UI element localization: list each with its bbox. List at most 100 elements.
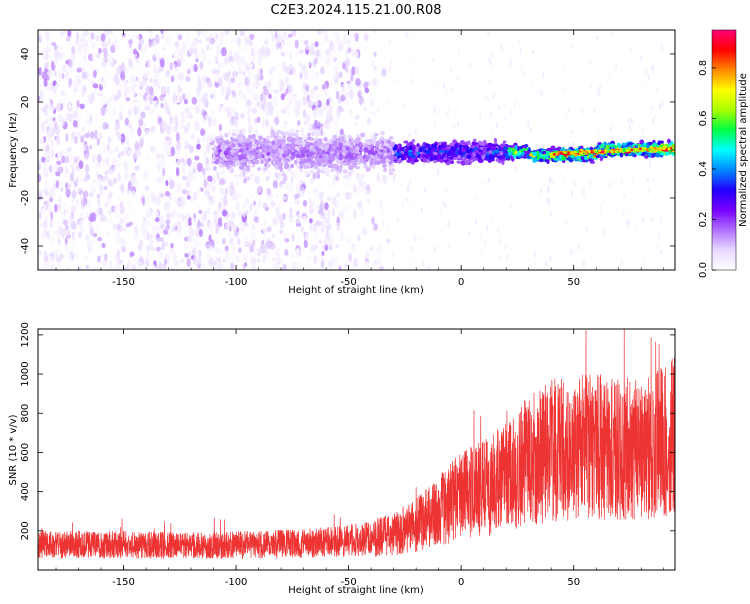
spectrogram-cell: [214, 246, 219, 253]
spectrogram-cell: [378, 179, 384, 185]
spectrogram-cell: [75, 197, 80, 207]
spectrogram-cell: [363, 163, 368, 169]
spectrogram-cell: [184, 253, 189, 258]
spectrogram-cell: [513, 101, 517, 107]
spectrogram-cell: [145, 155, 150, 160]
spectrogram-cell: [86, 118, 92, 127]
spectrogram-cell: [137, 247, 142, 258]
spectrogram-cell: [285, 88, 289, 94]
spectrogram-cell: [565, 109, 569, 118]
spectrogram-cell: [172, 98, 178, 104]
spectrogram-cell: [514, 181, 518, 187]
spectrogram-cell: [401, 200, 405, 208]
spectrogram-cell: [165, 190, 170, 197]
spectrogram-cell: [190, 229, 196, 237]
spectrogram-cell: [521, 71, 525, 76]
spectrogram-cell: [89, 183, 93, 193]
spectrogram-cell: [70, 83, 76, 90]
spectrogram-cell: [100, 251, 104, 258]
spectrogram-cell: [84, 163, 90, 174]
spectrogram-cell: [72, 119, 79, 129]
spectrogram-cell: [307, 99, 313, 109]
spectrogram-cell: [277, 33, 283, 40]
spectrogram-cell: [333, 56, 338, 63]
spectrogram-cell: [319, 220, 324, 227]
spectrogram-cell: [194, 155, 200, 161]
spectrogram-cell: [124, 171, 128, 181]
spectrogram-cell: [245, 175, 251, 182]
spectrogram-cell: [209, 223, 213, 231]
spectrogram-cell: [184, 213, 189, 223]
spectrogram-cell: [185, 76, 191, 82]
spectrogram-cell: [436, 167, 440, 176]
spectrogram-cell: [569, 248, 573, 257]
spectrogram-cell: [336, 192, 340, 198]
spectrogram-cell: [164, 78, 170, 84]
spectrogram-cell: [371, 60, 374, 68]
spectrogram-cell: [286, 187, 291, 198]
spectrogram-cell: [133, 105, 138, 116]
spectrogram-cell: [46, 230, 50, 240]
spectrogram-cell: [185, 89, 190, 100]
spectrogram-cell: [190, 132, 196, 140]
spectrogram-cell: [193, 63, 198, 73]
spectrogram-cell: [214, 213, 217, 220]
spectrogram-cell: [303, 39, 309, 46]
spectrogram-cell: [635, 153, 639, 161]
spectrogram-cell: [173, 207, 177, 218]
spectrogram-cell: [315, 223, 321, 233]
spectrogram-cell: [172, 252, 178, 261]
spectrogram-cell: [233, 257, 239, 268]
spectrogram-cell: [309, 178, 315, 185]
spectrogram-cell: [239, 93, 244, 102]
spectrogram-cell: [245, 63, 251, 72]
spectrogram-cell: [275, 63, 281, 69]
spectrogram-cell: [319, 89, 325, 96]
spectrogram-cell: [187, 166, 194, 173]
spectrogram-cell: [101, 65, 106, 71]
spectrogram-cell: [97, 255, 101, 263]
spectrogram-cell: [165, 106, 171, 114]
spectrogram-cell: [320, 206, 325, 217]
spectrogram-cell: [71, 190, 77, 199]
spectrogram-cell: [175, 31, 179, 37]
spectrogram-cell: [318, 40, 322, 47]
spectrogram-cell: [149, 109, 153, 115]
spectrogram-cell: [179, 95, 184, 104]
spectrogram-cell: [296, 120, 301, 126]
spectrogram-cell: [227, 78, 232, 88]
spectrogram-cell: [228, 225, 232, 232]
spectrogram-cell: [268, 170, 272, 179]
spectrogram-cell: [129, 75, 136, 84]
spectrogram-cell: [75, 117, 81, 122]
spectrogram-cell: [66, 146, 72, 152]
spectrogram-cell: [206, 208, 210, 214]
spectrogram-cell: [344, 237, 349, 243]
spectrogram-cell: [350, 179, 354, 189]
spectrogram-cell: [331, 257, 337, 262]
spectrogram-cell: [456, 120, 460, 127]
spectrogram-cell: [102, 158, 106, 167]
spectrogram-cell: [306, 256, 312, 262]
spectrogram-cell: [74, 74, 80, 81]
spectrogram-cell: [379, 257, 382, 266]
spectrogram-cell: [422, 260, 425, 267]
spectrogram-cell: [274, 117, 280, 126]
spectrogram-cell: [335, 32, 340, 40]
spectrogram-cell: [184, 141, 188, 151]
spectrogram-cell: [234, 118, 239, 128]
spectrogram-cell: [598, 84, 602, 90]
spectrogram-cell: [219, 31, 226, 37]
spectrogram-cell: [228, 185, 232, 195]
spectrogram-cell: [38, 189, 43, 196]
spectrogram-cell: [136, 66, 141, 74]
spectrogram-cell: [392, 175, 396, 183]
spectrogram-cell: [242, 202, 247, 209]
spectrogram-cell: [335, 61, 341, 69]
spectrogram-cell: [243, 42, 248, 53]
spectrogram-cell: [259, 36, 263, 42]
spectrogram-cell: [321, 250, 325, 256]
spectrogram-cell: [381, 163, 387, 168]
